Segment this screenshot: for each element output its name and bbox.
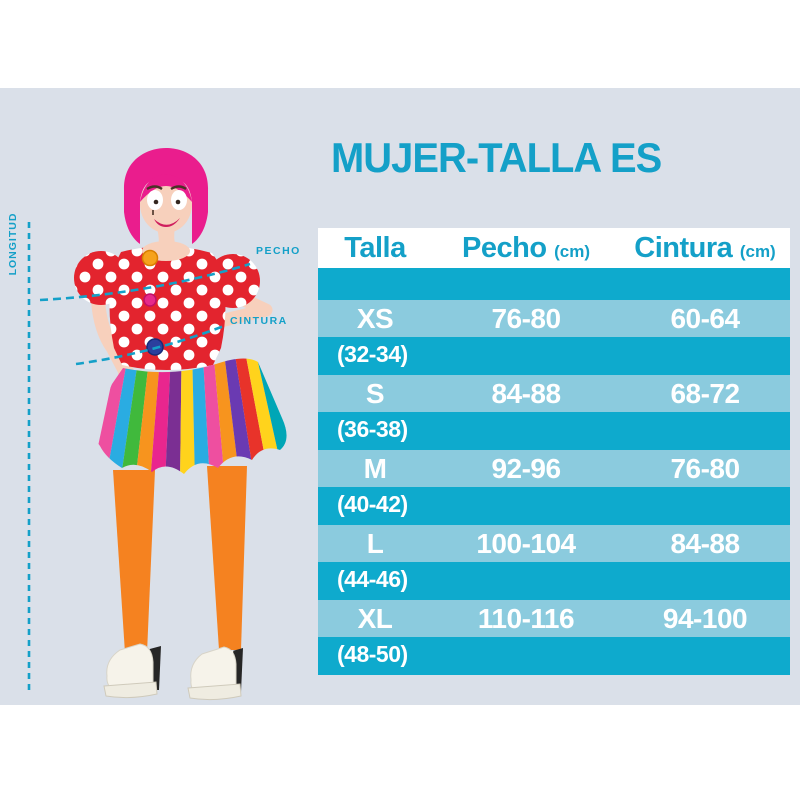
eu-size-label: (36-38) (337, 416, 408, 442)
cintura-value: 68-72 (670, 377, 740, 409)
cintura-value: 76-80 (670, 452, 740, 484)
arm-left (91, 293, 131, 376)
pecho-line (39, 262, 251, 302)
size-table-header: Talla Pecho (cm) Cintura (cm) (318, 228, 790, 268)
header-talla: Talla (344, 231, 406, 264)
table-spacer-band (318, 268, 790, 300)
eu-size-label: (32-34) (337, 341, 408, 367)
leg-left (113, 470, 155, 653)
page-title: MUJER-TALLA ES (331, 134, 662, 181)
table-row-m-eu: (40-42) (318, 487, 790, 525)
longitud-label: LONGITUD (7, 213, 19, 276)
polka-dot-top (74, 241, 260, 370)
cintura-value: 94-100 (662, 602, 748, 634)
cintura-value: 60-64 (670, 302, 740, 334)
eu-size-label: (40-42) (337, 491, 408, 517)
cintura-value: 84-88 (670, 527, 740, 559)
strap-right (199, 650, 234, 661)
eyebrow-right (170, 185, 187, 191)
pecho-value: 76-80 (491, 302, 561, 334)
orange-tights (113, 466, 247, 653)
pecho-value: 92-96 (491, 452, 561, 484)
header-pecho: Pecho (cm) (462, 231, 590, 264)
table-row-l-eu: (44-46) (318, 562, 790, 600)
bodice (109, 246, 226, 370)
table-row-s-eu: (36-38) (318, 412, 790, 450)
lips (154, 218, 180, 227)
platform-left (103, 681, 158, 699)
table-row-l: L 100-104 84-88 (318, 525, 790, 562)
wig-bangs (140, 174, 192, 202)
pecho-value: 84-88 (491, 377, 561, 409)
header-cintura: Cintura (cm) (634, 231, 776, 264)
button-yellow (141, 249, 159, 267)
size-label: XL (357, 602, 393, 634)
leg-right (207, 466, 247, 650)
size-label: M (363, 452, 387, 484)
cintura-line (75, 324, 225, 366)
platform-right (187, 683, 242, 701)
platform-shoes (103, 643, 243, 701)
clown-head (123, 148, 209, 248)
button-pink (143, 293, 157, 307)
pecho-value: 110-116 (477, 602, 575, 634)
size-label: S (365, 377, 385, 409)
strap-left (115, 648, 150, 660)
eye-right (175, 199, 181, 205)
eye-left (153, 199, 159, 205)
pink-wig (123, 148, 209, 244)
table-row-xl: XL 110-116 94-100 (318, 600, 790, 637)
table-row-s: S 84-88 68-72 (318, 375, 790, 412)
table-row-xs: XS 76-80 60-64 (318, 300, 790, 337)
eu-size-label: (48-50) (337, 641, 408, 667)
eyebrow-left (146, 185, 163, 191)
costume-figure: LONGITUD PECHO CINTURA (7, 148, 301, 701)
pecho-label: PECHO (256, 245, 301, 257)
eu-size-label: (44-46) (337, 566, 408, 592)
cintura-label: CINTURA (230, 315, 288, 327)
table-row-m: M 92-96 76-80 (318, 450, 790, 487)
rainbow-tutu-skirt (94, 358, 287, 474)
table-row-xs-eu: (32-34) (318, 337, 790, 375)
pecho-value: 100-104 (476, 527, 576, 559)
size-label: XS (356, 302, 394, 334)
table-row-xl-eu: (48-50) (318, 637, 790, 675)
measurement-guides: LONGITUD PECHO CINTURA (7, 213, 301, 695)
size-table: Talla Pecho (cm) Cintura (cm) XS 76-80 6… (318, 228, 790, 675)
size-label: L (366, 527, 384, 559)
